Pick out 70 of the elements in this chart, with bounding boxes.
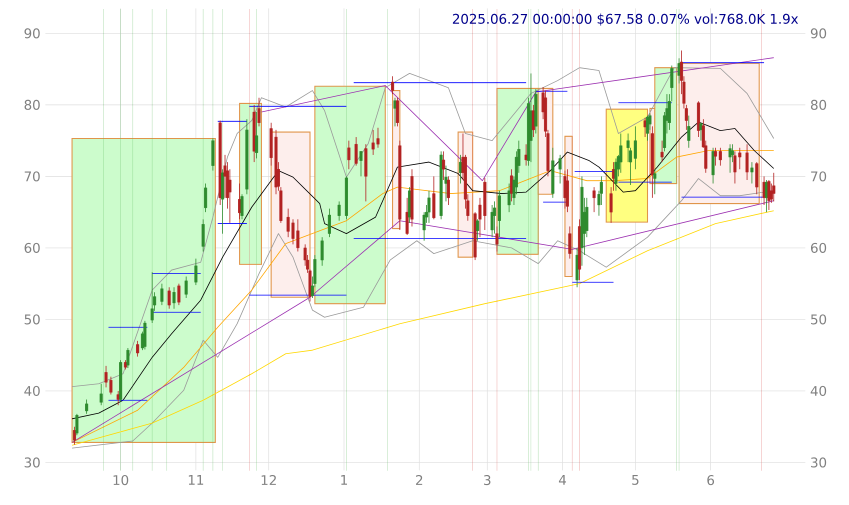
candlestick — [396, 97, 399, 127]
x-tick-label: 10 — [114, 475, 128, 486]
y-tick-label: 40 — [24, 386, 40, 396]
annotation: 2025.06.27 00:00:00 $67.58 0.07% vol:768.0K 1.9x — [452, 14, 798, 26]
candlestick — [391, 76, 394, 95]
candlestick — [347, 140, 350, 170]
candlestick — [75, 413, 78, 436]
x-tick-label: 4 — [558, 475, 566, 485]
y-tick-label: 30 — [24, 457, 40, 468]
y2-tick-label: 50 — [811, 314, 826, 324]
candlestick — [168, 286, 171, 310]
candlestick — [524, 144, 528, 166]
y-tick-label: 70 — [24, 171, 40, 182]
candlestick — [750, 162, 754, 184]
candlestick — [687, 115, 690, 148]
candlestick — [320, 236, 324, 266]
candlestick — [126, 348, 130, 368]
y2-tick-label: 90 — [810, 28, 826, 38]
candlestick — [100, 383, 103, 406]
x-tick-label: 5 — [632, 475, 638, 485]
y2-tick-label: 40 — [810, 386, 826, 396]
y2-tick-label: 60 — [810, 242, 826, 253]
candlestick — [476, 218, 480, 242]
x-tick-label: 3 — [484, 475, 490, 486]
candlestick — [755, 162, 758, 195]
candlestick — [184, 276, 188, 298]
candlestick — [490, 204, 494, 238]
candlestick — [359, 150, 363, 177]
candlestick — [712, 147, 715, 184]
x-tick-label: 12 — [262, 475, 276, 485]
y-tick-label: 80 — [24, 100, 40, 110]
x-tick-label: 11 — [188, 475, 204, 485]
x-tick-label: 2 — [416, 475, 422, 485]
candlestick — [568, 226, 572, 260]
candlestick — [177, 283, 180, 306]
candlestick — [354, 136, 358, 166]
candlestick — [338, 201, 341, 222]
candlestick — [172, 286, 176, 310]
candlestick — [143, 320, 146, 350]
y-tick-label: 50 — [24, 314, 40, 324]
candlestick — [204, 183, 208, 213]
candlestick — [116, 390, 120, 406]
candlestick — [160, 283, 164, 306]
y2-tick-label: 70 — [811, 171, 826, 182]
x-tick-label: 6 — [707, 475, 714, 486]
candlestick — [136, 340, 140, 358]
candlestick — [255, 112, 258, 159]
candlestick — [328, 208, 331, 238]
candlestick — [592, 186, 596, 213]
y2-tick-label: 80 — [810, 100, 826, 110]
candlestick — [660, 140, 664, 162]
candlestick — [150, 272, 154, 324]
candlestick — [495, 226, 498, 252]
line-series — [72, 122, 774, 420]
candlestick — [85, 399, 88, 414]
candlestick — [619, 133, 622, 174]
candlestick — [194, 258, 198, 286]
candlestick — [746, 144, 749, 180]
candlestick — [442, 150, 446, 180]
y2-tick-label: 30 — [811, 457, 826, 468]
candlestick — [653, 168, 656, 195]
candlestick — [558, 154, 562, 184]
candlestick — [202, 218, 205, 252]
y-tick-label: 90 — [24, 28, 40, 38]
x-tick-label: 1 — [341, 475, 348, 485]
candlestick — [728, 144, 732, 174]
candlestick — [240, 194, 244, 220]
y-tick-label: 60 — [24, 242, 40, 253]
line-series — [72, 67, 774, 388]
candlestick — [446, 176, 450, 206]
